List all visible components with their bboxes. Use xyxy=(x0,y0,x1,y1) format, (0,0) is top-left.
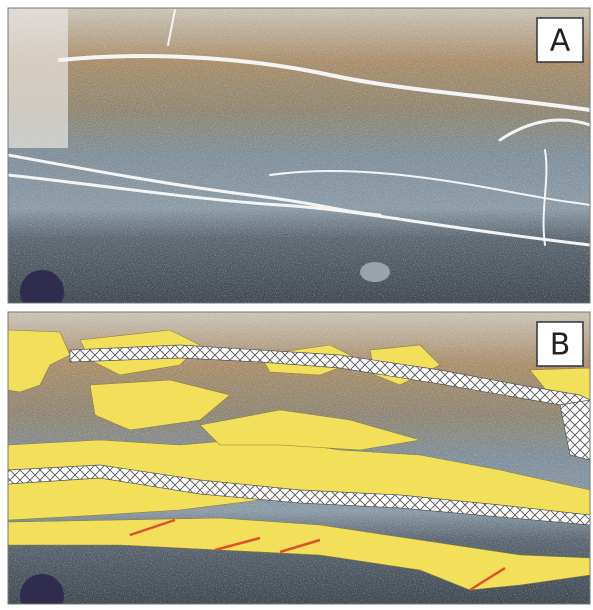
panel-label: A xyxy=(550,24,571,59)
figure: A B xyxy=(0,0,593,610)
panel-a xyxy=(8,8,590,314)
page: A B (() => { const da xyxy=(0,0,593,610)
panel-label: B xyxy=(550,328,571,363)
panel-b xyxy=(8,312,590,610)
